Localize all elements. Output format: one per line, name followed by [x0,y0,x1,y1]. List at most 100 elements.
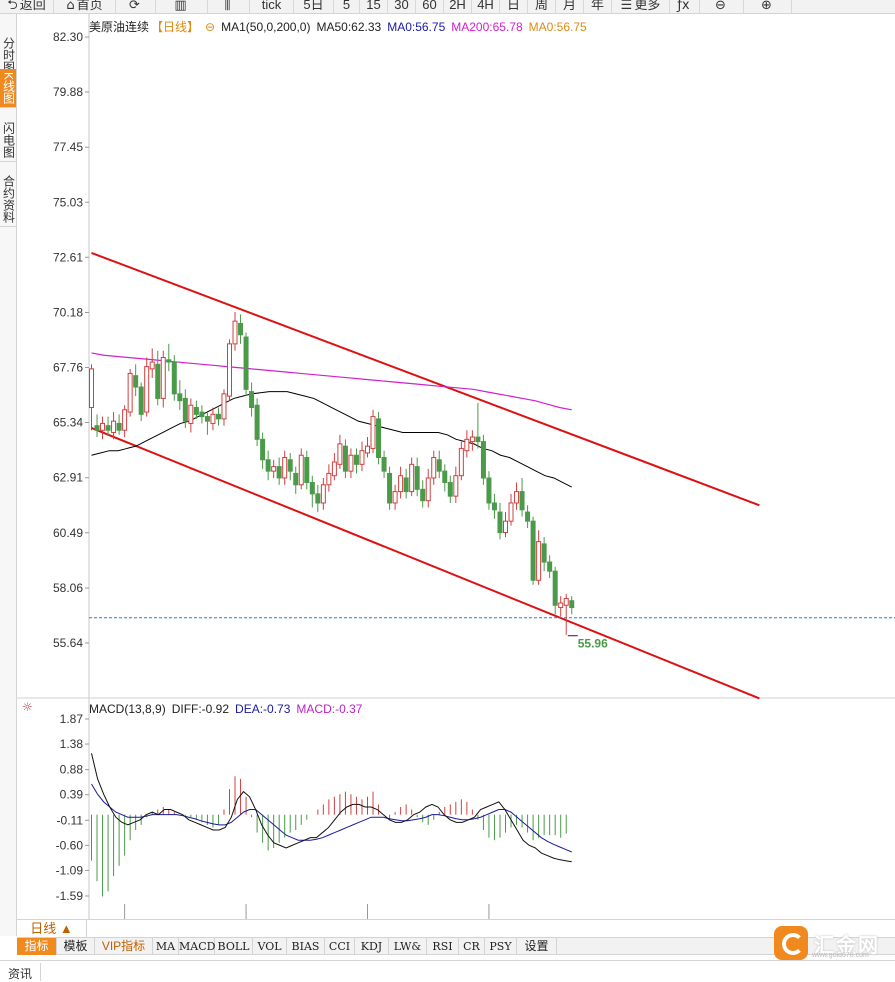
toolbar-item-1[interactable]: ⌂ 首页 [54,0,116,14]
indicator-tab-10[interactable]: LW& [389,938,427,955]
macd-dea: DEA:-0.73 [235,702,290,716]
chart-area[interactable]: 82.30 79.88 77.45 75.03 72.61 70.18 67.76 65.34… [17,14,895,936]
toolbar-item-2[interactable]: ⟳ [116,0,156,14]
candle-body [559,603,563,608]
side-tab-2[interactable]: 闪电图 [0,119,16,162]
indicator-tab-9[interactable]: KDJ [355,938,389,955]
indicator-tab-5[interactable]: BOLL [215,938,253,955]
indicator-tab-2[interactable]: VIP指标 [95,938,153,955]
indicator-tab-13[interactable]: PSY [485,938,517,955]
low-price-label: 55.96 [578,637,608,651]
macd-tick-label: 1.38 [60,737,84,751]
candle-body [470,437,474,442]
candle-body [277,467,281,478]
toolbar-item-11[interactable]: 2H [444,0,472,14]
toolbar-item-19[interactable]: ⊖ [700,0,744,14]
indicator-tab-12[interactable]: CR [459,938,485,955]
candle-body [106,426,110,431]
candle-body [145,367,149,412]
toolbar-label-13: 日 [507,0,520,12]
toolbar-item-6[interactable]: 5日 [294,0,334,14]
news-tab[interactable]: 资讯 [8,965,32,982]
side-tab-3[interactable]: 合约资料 [0,172,16,227]
candle-body [454,476,458,496]
candle-body [564,598,568,605]
macd-tick-label: 1.87 [60,712,84,726]
toolbar-item-16[interactable]: 年 [584,0,612,14]
price-tick-label: 67.76 [53,361,83,375]
price-tick-label: 55.64 [53,636,83,650]
indicator-tab-6[interactable]: VOL [253,938,287,955]
toolbar-icon-0: ⮌ [7,0,17,13]
candle-body [448,483,452,497]
toolbar-item-9[interactable]: 30 [388,0,416,14]
toolbar-item-7[interactable]: 5 [334,0,360,14]
candle-body [239,323,243,334]
candle-body [117,423,121,430]
candle-body [288,460,292,471]
candle-body [205,417,209,422]
period-selector-button[interactable]: 日线 ▲ [17,920,87,938]
candle-body [553,571,557,605]
toolbar-label-8: 15 [366,0,380,12]
candle-body [388,473,392,503]
indicator-tab-11[interactable]: RSI [427,938,459,955]
side-tab-label-1: K线图 [2,72,15,104]
indicator-tab-0[interactable]: 指标 [17,938,57,955]
candle-body [487,478,491,503]
toolbar-item-15[interactable]: 月 [556,0,584,14]
toolbar-item-3[interactable]: ▥ [156,0,208,14]
toolbar-item-20[interactable]: ⊕ [744,0,792,14]
toolbar-item-10[interactable]: 60 [416,0,444,14]
legend-ma0-second: MA0:56.75 [529,20,587,34]
price-legend: 美原油连续 【日线】 ⊖ MA1(50,0,200,0) MA50:62.33 MA0:5… [89,18,593,35]
candle-body [222,394,226,419]
candle-body [228,344,232,396]
toolbar-item-18[interactable]: ƒx [670,0,700,14]
candle-body [548,562,552,571]
indicator-tab-8[interactable]: CCI [325,938,355,955]
macd-value: MACD:-0.37 [296,702,362,716]
candle-body [404,478,408,492]
candle-body [211,414,215,423]
toolbar-item-14[interactable]: 周 [528,0,556,14]
candle-body [299,455,303,485]
candle-body [294,473,298,484]
legend-instrument: 美原油连续 [89,20,149,34]
toolbar-item-13[interactable]: 日 [500,0,528,14]
chart-canvas[interactable]: 82.30 79.88 77.45 75.03 72.61 70.18 67.76 65.34… [17,14,895,919]
indicator-tab-1[interactable]: 模板 [57,938,95,955]
candle-body [371,417,375,449]
toolbar-icon-19: ⊖ [715,0,726,13]
candle-body [393,492,397,503]
candle-body [305,458,309,483]
candle-body [338,444,342,464]
toolbar-icon-18: ƒx [677,0,689,13]
candle-body [465,439,469,450]
legend-settings-icon[interactable]: ⊖ [205,20,215,34]
candle-body [95,426,99,431]
indicator-tab-4[interactable]: MACD [179,938,215,955]
candle-body [244,337,248,389]
side-tab-1[interactable]: K线图 [0,69,16,108]
candle-body [255,405,259,439]
toolbar-item-4[interactable]: ⫼ [208,0,250,14]
indicator-tab-7[interactable]: BIAS [287,938,325,955]
candle-body [343,446,347,471]
candle-body [134,376,138,387]
period-bar: 日线 ▲ [17,919,895,937]
candle-body [216,414,220,419]
toolbar-item-8[interactable]: 15 [360,0,388,14]
candle-body [139,387,143,414]
candle-body [150,362,154,369]
indicator-tab-14[interactable]: 设置 [517,938,557,955]
toolbar-item-5[interactable]: tick [250,0,294,14]
toolbar-label-15: 月 [563,0,576,12]
toolbar-item-12[interactable]: 4H [472,0,500,14]
toolbar-item-17[interactable]: ☰ 更多 [612,0,670,14]
toolbar-item-0[interactable]: ⮌ 返回 [0,0,54,14]
indicator-tab-3[interactable]: MA [153,938,179,955]
side-tab-label-2: 闪电图 [2,122,15,158]
macd-tick-label: 0.88 [60,763,84,777]
candle-body [266,460,270,471]
